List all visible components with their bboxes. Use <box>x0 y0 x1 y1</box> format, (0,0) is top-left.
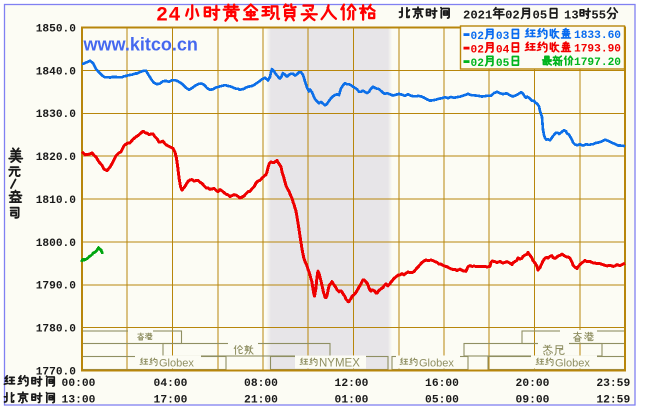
svg-text:1793.90: 1793.90 <box>574 44 621 56</box>
svg-text:1797.20: 1797.20 <box>574 57 621 69</box>
svg-text:01:00: 01:00 <box>335 395 369 407</box>
svg-text:00:00: 00:00 <box>62 378 96 390</box>
svg-text:03: 03 <box>496 31 510 43</box>
svg-text:09:00: 09:00 <box>516 395 550 407</box>
svg-text:1770.0: 1770.0 <box>36 366 77 378</box>
svg-text:08:00: 08:00 <box>244 378 278 390</box>
svg-text:55: 55 <box>591 8 606 22</box>
svg-text:02: 02 <box>471 44 485 56</box>
svg-text:04:00: 04:00 <box>154 378 188 390</box>
svg-text:21:00: 21:00 <box>244 395 278 407</box>
svg-text:1790.0: 1790.0 <box>36 281 77 293</box>
svg-text:05:00: 05:00 <box>425 395 459 407</box>
svg-text:02: 02 <box>471 31 485 43</box>
svg-text:23:59: 23:59 <box>596 378 630 390</box>
svg-text:1830.0: 1830.0 <box>36 109 77 121</box>
svg-text:www.kitco.cn: www.kitco.cn <box>83 35 198 55</box>
svg-text:13: 13 <box>564 8 579 22</box>
svg-text:1780.0: 1780.0 <box>36 324 77 336</box>
svg-text:02: 02 <box>505 8 520 22</box>
svg-text:16:00: 16:00 <box>425 378 459 390</box>
svg-text:1800.0: 1800.0 <box>36 238 77 250</box>
svg-text:12:00: 12:00 <box>335 378 369 390</box>
svg-text:05: 05 <box>533 8 548 22</box>
svg-text:12:59: 12:59 <box>596 395 630 407</box>
svg-text:Globex: Globex <box>555 357 590 369</box>
svg-text:05: 05 <box>496 58 510 70</box>
svg-text:17:00: 17:00 <box>154 395 188 407</box>
svg-text:24: 24 <box>156 5 181 28</box>
svg-text:1833.60: 1833.60 <box>574 30 621 42</box>
svg-text:2021: 2021 <box>463 8 492 22</box>
svg-text:NYMEX: NYMEX <box>319 357 360 369</box>
svg-text:1810.0: 1810.0 <box>36 195 77 207</box>
svg-text:1840.0: 1840.0 <box>36 66 77 78</box>
svg-text:Globex: Globex <box>159 357 194 369</box>
svg-text:1820.0: 1820.0 <box>36 152 77 164</box>
svg-text:04: 04 <box>496 44 510 56</box>
svg-text:Globex: Globex <box>419 357 454 369</box>
svg-text:13:00: 13:00 <box>62 395 96 407</box>
svg-text:02: 02 <box>471 58 485 70</box>
svg-text:1850.0: 1850.0 <box>36 23 77 35</box>
svg-text:20:00: 20:00 <box>516 378 550 390</box>
